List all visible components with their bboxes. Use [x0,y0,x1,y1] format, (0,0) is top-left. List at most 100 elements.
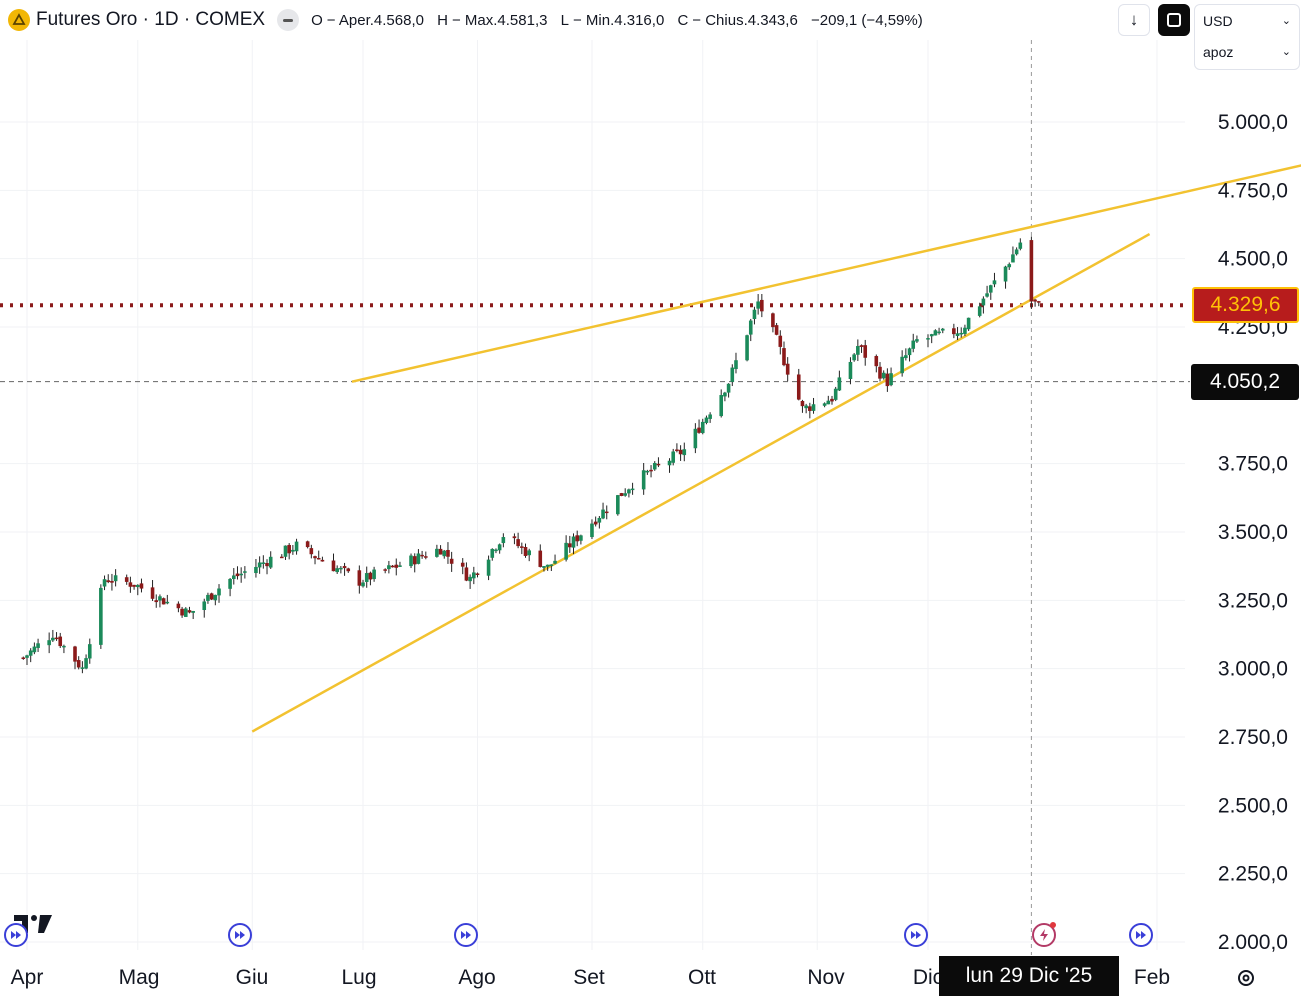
candle-body [387,565,391,570]
candle-body [852,354,856,361]
symbol-title[interactable]: Futures Oro · 1D · COMEX [36,9,266,30]
candle-body [907,348,912,356]
candle-body [209,593,214,600]
candle-body [516,539,520,547]
candle-body [313,556,317,559]
x-tick-label: Apr [10,966,44,989]
candle-body [62,645,66,648]
candle-body [837,377,842,391]
candle-body [1036,301,1041,303]
candle-body [490,548,495,558]
candle-body [822,403,827,406]
candle-body [398,565,402,567]
candle-body [154,600,159,603]
y-tick-label: 2.000,0 [1218,931,1288,954]
x-tick-label: Ott [687,966,717,989]
candle-body [339,567,343,570]
candle-body [926,338,930,340]
candle-body [911,340,916,349]
candle-body [848,361,853,379]
download-arrow-icon[interactable]: ↓ [1118,4,1150,36]
candle-body [435,548,439,557]
candle-body [494,549,498,552]
toolbar: ↓ [1118,4,1190,36]
candle-body [752,309,757,320]
candle-body [678,449,683,455]
fast-forward-event-icon[interactable] [4,923,28,947]
candle-body [985,293,989,297]
fast-forward-event-icon[interactable] [904,923,928,947]
candle-body [704,417,709,423]
candle-body [394,564,399,568]
candle-body [486,559,491,576]
candle-body [782,348,786,366]
candle-body [165,601,170,604]
candle-body [139,583,144,589]
candle-body [176,603,181,609]
ohlc-values: O − Aper.4.568,0 H − Max.4.581,3 L − Min.4.… [311,12,932,29]
x-tick-label: Feb [1133,966,1171,989]
collapse-legend-button[interactable] [277,9,300,31]
y-tick-label: 4.500,0 [1218,248,1288,271]
x-tick-label: Set [573,966,605,989]
currency-select[interactable]: USD ⌄ [1195,5,1299,36]
trendline [251,232,1151,733]
candle-body [549,564,554,566]
candle-body [708,414,712,419]
candle-body [243,571,247,573]
candle-body [257,562,262,568]
candle-body [58,636,63,647]
candle-body [859,345,864,347]
candle-body [966,317,971,330]
candle-body [977,306,982,316]
gear-icon[interactable] [1236,968,1256,988]
candle-body [231,575,236,579]
unit-value: apoz [1203,43,1234,60]
candle-body [778,335,783,347]
x-tick-label: Dic [912,966,944,989]
candle-body [682,449,687,456]
candle-body [32,646,37,653]
close-label: C [677,11,689,29]
fast-forward-event-icon[interactable] [454,923,478,947]
candle-body [320,559,325,562]
candle-body [863,345,868,358]
fast-forward-event-icon[interactable] [228,923,252,947]
x-tick-label: Ago [458,966,496,989]
candle-body [538,550,543,567]
candle-body [545,564,550,567]
open-label: O [311,11,323,29]
candle-body [261,562,266,564]
candle-body [468,576,472,582]
candle-body [900,356,904,374]
candle-body [645,470,650,473]
candle-body [187,610,192,613]
fast-forward-event-icon[interactable] [1129,923,1153,947]
candle-body [963,327,967,334]
flash-event-icon[interactable] [1032,922,1056,947]
candle-body [228,578,232,589]
unit-select[interactable]: apoz ⌄ [1195,36,1299,67]
candle-body [335,568,339,573]
candle-body [940,328,945,331]
candle-body [102,579,107,587]
fullscreen-icon[interactable] [1158,4,1190,36]
candle-body [955,333,960,337]
candle-body [158,596,162,601]
candle-body [571,536,576,548]
close-value: − Chius.4.343,6 [692,11,798,29]
candle-body [342,566,347,569]
candle-body [1003,266,1008,282]
y-tick-label: 4.750,0 [1218,179,1288,202]
candle-body [604,511,609,514]
y-tick-label: 3.750,0 [1218,453,1288,476]
candle-body [87,644,92,659]
candle-body [150,587,155,599]
price-axis: 5.000,04.750,04.500,04.250,03.750,03.500… [1218,111,1288,954]
candle-body [73,646,77,662]
candle-body [497,544,502,551]
candle-body [697,427,701,433]
candle-body [291,549,295,552]
candlestick-series [21,236,1041,674]
